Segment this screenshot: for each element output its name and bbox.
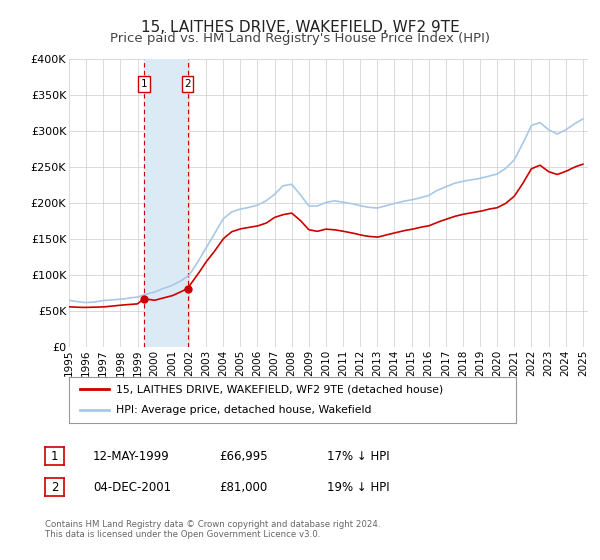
Text: 17% ↓ HPI: 17% ↓ HPI xyxy=(327,450,389,463)
Text: 12-MAY-1999: 12-MAY-1999 xyxy=(93,450,170,463)
Text: 2: 2 xyxy=(184,79,191,89)
Text: 15, LAITHES DRIVE, WAKEFIELD, WF2 9TE: 15, LAITHES DRIVE, WAKEFIELD, WF2 9TE xyxy=(140,20,460,35)
Text: 04-DEC-2001: 04-DEC-2001 xyxy=(93,480,171,494)
Text: £66,995: £66,995 xyxy=(219,450,268,463)
Text: 1: 1 xyxy=(51,450,58,463)
Text: 1: 1 xyxy=(140,79,147,89)
Text: 19% ↓ HPI: 19% ↓ HPI xyxy=(327,480,389,494)
Text: Contains HM Land Registry data © Crown copyright and database right 2024.
This d: Contains HM Land Registry data © Crown c… xyxy=(45,520,380,539)
Text: HPI: Average price, detached house, Wakefield: HPI: Average price, detached house, Wake… xyxy=(116,405,371,416)
Bar xyxy=(143,59,188,347)
Text: Price paid vs. HM Land Registry's House Price Index (HPI): Price paid vs. HM Land Registry's House … xyxy=(110,32,490,45)
Text: 15, LAITHES DRIVE, WAKEFIELD, WF2 9TE (detached house): 15, LAITHES DRIVE, WAKEFIELD, WF2 9TE (d… xyxy=(116,384,443,394)
Text: 2: 2 xyxy=(51,480,58,494)
Text: £81,000: £81,000 xyxy=(219,480,267,494)
